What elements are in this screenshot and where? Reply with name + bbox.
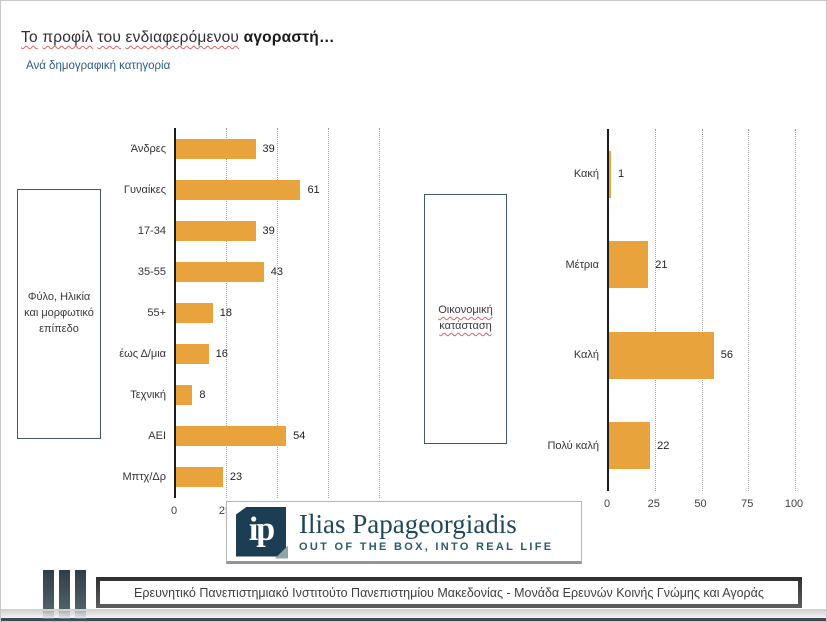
group-label-text: Φύλο, Ηλικία και μορφωτικό επίπεδο <box>24 291 94 335</box>
group-label-box-demographics: Φύλο, Ηλικία και μορφωτικό επίπεδο <box>17 189 101 439</box>
bar <box>176 220 256 241</box>
category-axis: Άνδρες Γυναίκες 17-34 35-55 55+ έως Δ/μια Τεχν… <box>91 128 174 498</box>
bar <box>609 331 714 379</box>
bar <box>609 422 651 470</box>
slide-subtitle: Ανά δημογραφική κατηγορία <box>26 60 171 72</box>
x-tick-label: 75 <box>741 498 754 510</box>
title-word: ενδιαφερόμενου <box>125 29 240 46</box>
bar <box>176 138 256 159</box>
value-label: 18 <box>219 307 232 319</box>
plot-area: 39 61 39 43 18 16 8 54 23 <box>174 128 380 498</box>
logo-tagline: OUT OF THE BOX, INTO REAL LIFE <box>299 540 554 553</box>
logo-monogram: ip <box>248 511 275 548</box>
x-tick-label: 0 <box>170 505 178 517</box>
x-tick-label: 25 <box>647 498 660 510</box>
category-axis: Κακή Μέτρια Καλή Πολύ καλή <box>531 129 607 491</box>
title-word: του <box>97 29 122 46</box>
bottom-light-strip <box>1 609 826 618</box>
company-logo: ip Ilias Papageorgiadis OUT OF THE BOX, … <box>226 501 582 564</box>
category-label: 55+ <box>147 307 166 319</box>
gridline <box>654 129 656 491</box>
value-label: 39 <box>262 224 275 237</box>
page-title: Το προφίλ του ενδιαφερόμενου αγοραστή… <box>21 29 335 47</box>
gridline <box>701 129 703 491</box>
category-label: Μπτχ/Δρ <box>122 471 166 484</box>
three-bars-icon <box>43 570 86 609</box>
group-label-text: Οικονομική κατάσταση <box>438 304 493 332</box>
gridline <box>748 129 750 491</box>
value-label: 23 <box>229 471 243 484</box>
bar <box>176 467 223 488</box>
value-label: 56 <box>720 349 733 362</box>
value-label: 1 <box>618 168 625 181</box>
three-bars-reflection <box>43 611 86 619</box>
bar <box>176 303 213 323</box>
group-label-box-economic: Οικονομική κατάσταση <box>424 194 507 444</box>
gridline <box>795 129 796 491</box>
footer-bar: Ερευνητικό Πανεπιστημιακό Ινστιτούτο Παν… <box>96 577 802 608</box>
bottom-accent-line <box>1 618 826 621</box>
category-label: Μέτρια <box>565 258 599 271</box>
category-label: έως Δ/μια <box>119 348 166 361</box>
bar <box>176 426 287 447</box>
value-label: 54 <box>293 430 306 443</box>
title-word: Το <box>21 29 38 46</box>
x-tick-label: 50 <box>694 498 707 510</box>
category-label: 35-55 <box>137 265 166 278</box>
value-label: 61 <box>307 183 320 196</box>
bar <box>176 179 301 200</box>
bar <box>176 385 193 406</box>
title-bold-word: αγοραστή… <box>243 29 335 46</box>
value-label: 16 <box>215 348 228 361</box>
bar <box>176 261 264 282</box>
x-tick-label: 0 <box>603 498 611 510</box>
category-label: Κακή <box>573 168 599 181</box>
ip-logo-icon: ip <box>236 506 288 559</box>
gridline <box>226 128 227 498</box>
gridline <box>277 128 278 498</box>
bar-chart-economic-status: 0 25 50 75 100 Κακή Μέτρια Καλή Πολύ καλή 1 21 56 22 <box>531 129 826 519</box>
logo-name: Ilias Papageorgiadis <box>299 509 517 540</box>
value-label: 8 <box>199 389 206 402</box>
title-word: προφίλ <box>42 29 93 46</box>
category-label: ΑΕΙ <box>148 430 166 443</box>
gridline <box>328 128 329 498</box>
bar-chart-demographics: 0255075100ΆνδρεςΓυναίκες17-3435-5555+έως… <box>91 128 423 526</box>
category-label: Πολύ καλή <box>547 439 599 452</box>
bar <box>176 344 209 365</box>
gridline <box>379 128 380 498</box>
category-label: Άνδρες <box>130 142 166 155</box>
x-tick-label: 100 <box>784 498 804 510</box>
footer-text: Ερευνητικό Πανεπιστημιακό Ινστιτούτο Παν… <box>100 581 798 604</box>
value-label: 21 <box>655 258 668 271</box>
plot-area: 1 21 56 22 <box>607 129 796 491</box>
category-label: Καλή <box>573 349 599 362</box>
value-label: 43 <box>270 265 283 278</box>
value-label: 22 <box>657 439 670 452</box>
bar <box>609 241 649 289</box>
bar <box>609 150 611 198</box>
value-label: 39 <box>262 142 275 155</box>
category-label: Τεχνική <box>130 389 166 402</box>
category-label: Γυναίκες <box>123 183 166 196</box>
category-label: 17-34 <box>137 224 166 237</box>
